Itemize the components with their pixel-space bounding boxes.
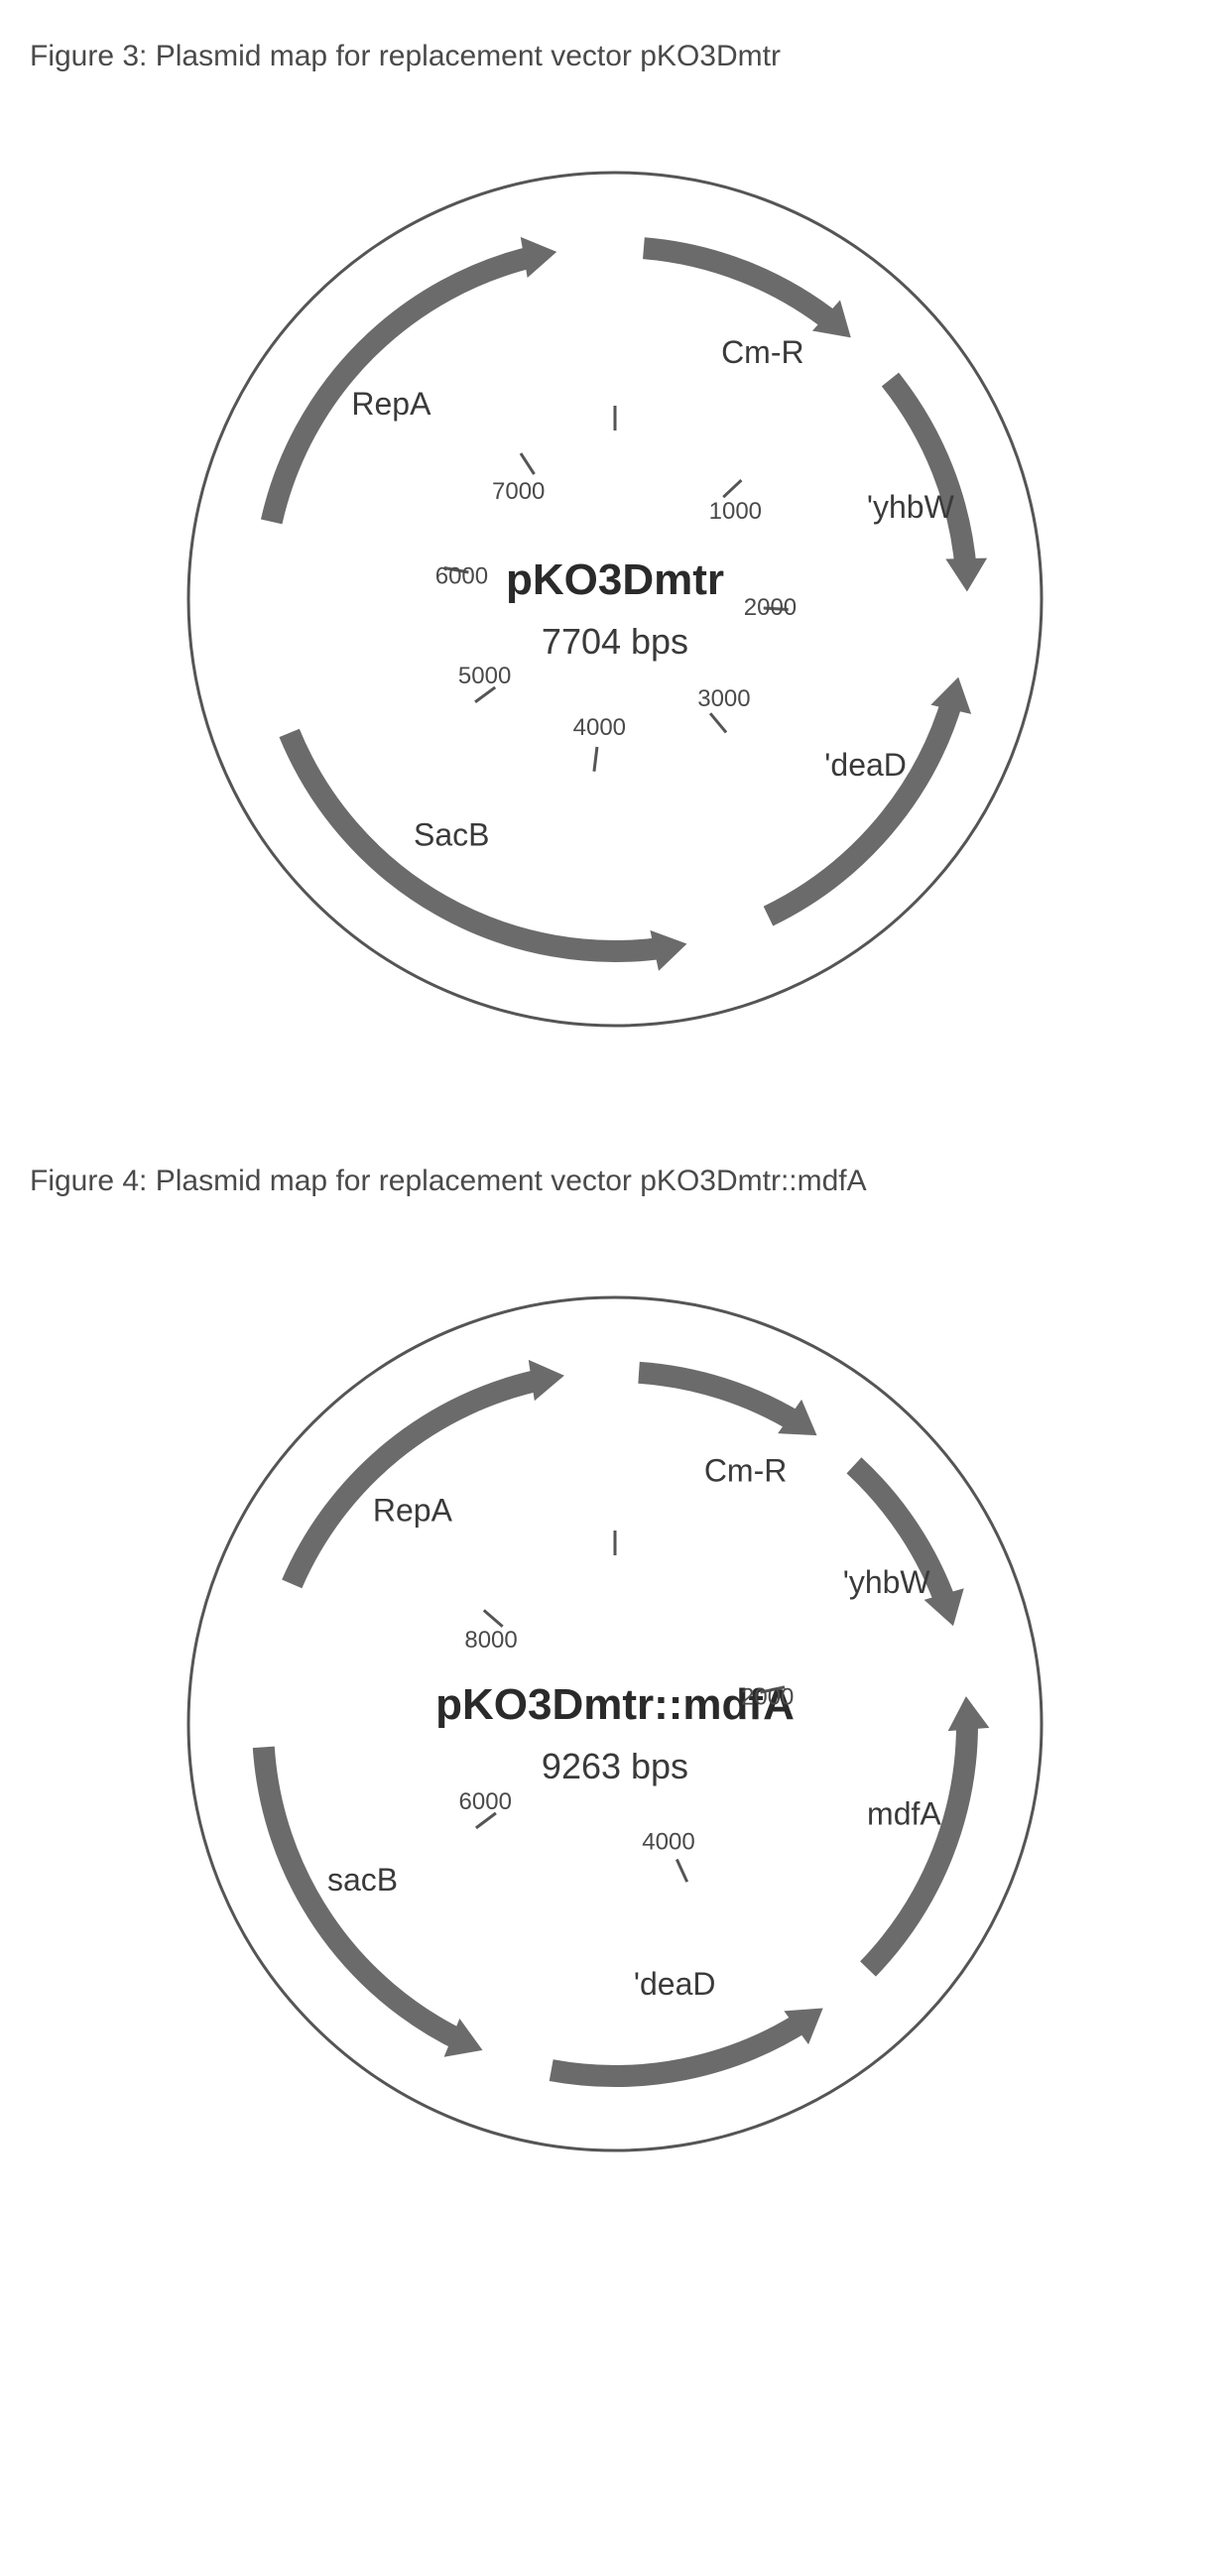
gene-label: RepA xyxy=(351,386,431,422)
gene-arc xyxy=(552,2021,805,2076)
gene-label: Cm-R xyxy=(704,1452,788,1488)
tick-mark xyxy=(475,687,495,702)
figure4-plasmid-svg: pKO3Dmtr::mdfA9263 bps2000400060008000Cm… xyxy=(119,1228,1111,2220)
tick-label: 2000 xyxy=(744,594,797,621)
tick-label: 4000 xyxy=(642,1828,694,1855)
arc-arrowhead xyxy=(948,1696,990,1731)
tick-mark xyxy=(710,713,726,732)
figure3-plasmid-wrap: pKO3Dmtr 7704 bps 1000 2000 3000 4000 5000 6000… xyxy=(30,103,1200,1095)
arc-arrowhead xyxy=(521,237,556,278)
plasmid-size: 7704 bps xyxy=(542,621,688,662)
plasmid-size: 9263 bps xyxy=(542,1746,688,1786)
tick-mark xyxy=(594,747,597,772)
gene-label: mdfA xyxy=(867,1795,941,1831)
arc-arrowhead xyxy=(529,1360,564,1401)
tick-label: 1000 xyxy=(709,498,762,525)
arc-arrowhead xyxy=(930,677,971,714)
figure3-caption: Figure 3: Plasmid map for replacement ve… xyxy=(30,40,1200,73)
gene-label: 'deaD xyxy=(634,1966,716,2002)
gene-label: Cm-R xyxy=(721,334,804,370)
gene-arc xyxy=(890,380,965,571)
gene-label: 'yhbW xyxy=(867,489,955,525)
gene-label: 'yhbW xyxy=(843,1564,931,1600)
gene-label: 'deaD xyxy=(824,747,907,783)
gene-arc xyxy=(768,697,952,916)
gene-arc xyxy=(644,248,835,323)
tick-label: 8000 xyxy=(464,1627,517,1654)
gene-arc xyxy=(292,1379,544,1583)
tick-label: 2000 xyxy=(741,1683,794,1710)
tick-label: 5000 xyxy=(458,663,511,689)
tick-mark xyxy=(723,480,741,497)
tick-mark xyxy=(484,1610,503,1626)
figure4-plasmid-wrap: pKO3Dmtr::mdfA9263 bps2000400060008000Cm… xyxy=(30,1228,1200,2220)
gene-arc xyxy=(868,1717,967,1969)
tick-mark xyxy=(521,453,535,474)
figure4-caption: Figure 4: Plasmid map for replacement ve… xyxy=(30,1165,1200,1198)
tick-label: 4000 xyxy=(573,714,626,741)
tick-mark xyxy=(676,1859,686,1882)
figure3-plasmid-svg: pKO3Dmtr 7704 bps 1000 2000 3000 4000 5000 6000… xyxy=(119,103,1111,1095)
tick-mark xyxy=(476,1813,496,1828)
gene-label: RepA xyxy=(373,1493,453,1529)
tick-label: 6000 xyxy=(459,1788,512,1815)
plasmid-name: pKO3Dmtr xyxy=(506,555,724,604)
gene-arc xyxy=(639,1373,800,1424)
arc-arrowhead xyxy=(945,558,987,592)
tick-label: 6000 xyxy=(435,563,488,590)
tick-label: 7000 xyxy=(492,478,545,505)
tick-label: 3000 xyxy=(697,685,750,712)
arc-arrowhead xyxy=(650,930,686,971)
gene-label: sacB xyxy=(327,1862,398,1898)
gene-label: SacB xyxy=(414,817,489,853)
